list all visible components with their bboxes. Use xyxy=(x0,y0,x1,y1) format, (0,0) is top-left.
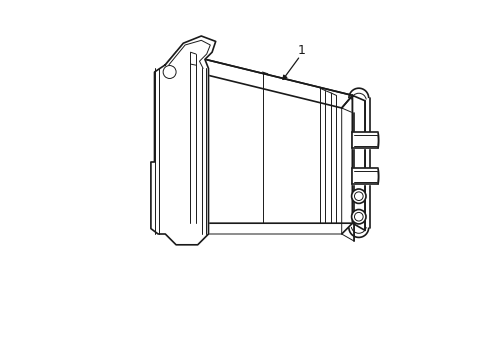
Polygon shape xyxy=(165,52,352,108)
Polygon shape xyxy=(176,52,352,223)
Polygon shape xyxy=(341,108,354,241)
Polygon shape xyxy=(352,132,377,148)
Polygon shape xyxy=(352,168,377,184)
Polygon shape xyxy=(352,95,365,230)
Polygon shape xyxy=(165,65,341,234)
Circle shape xyxy=(351,210,365,224)
Polygon shape xyxy=(151,36,215,245)
Text: 1: 1 xyxy=(298,44,305,57)
Circle shape xyxy=(351,189,365,203)
